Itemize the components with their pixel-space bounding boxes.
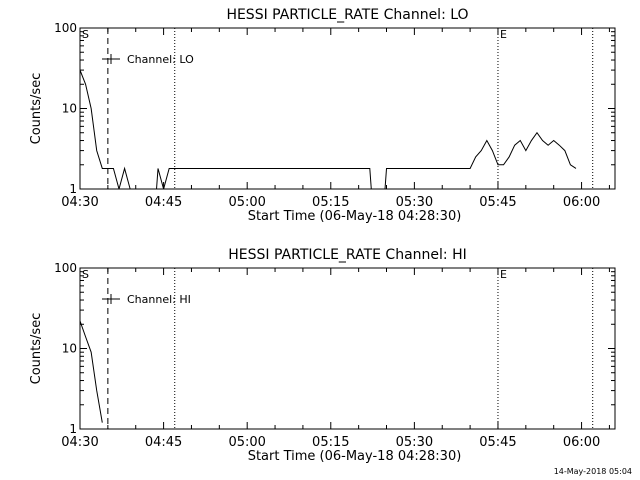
footer-timestamp: 14-May-2018 05:04 [553, 467, 632, 476]
y-axis-label: Counts/sec [29, 73, 44, 145]
x-tick-label: 05:45 [479, 195, 516, 210]
y-axis-label: Counts/sec [29, 313, 44, 385]
x-tick-label: 04:45 [145, 195, 182, 210]
legend-label: Channel: LO [127, 53, 194, 66]
chart-panel-1: HESSI PARTICLE_RATE Channel: LO 1 10 100 04:… [29, 7, 616, 224]
chart-panel-2: HESSI PARTICLE_RATE Channel: HI 1 10 100 04:… [29, 247, 616, 464]
series-line [80, 320, 103, 423]
x-tick-label: 05:45 [479, 435, 516, 450]
legend-label: Channel: HI [127, 293, 191, 306]
x-tick-label: 05:30 [396, 195, 433, 210]
x-tick-label: 05:30 [396, 435, 433, 450]
y-tick-label: 10 [62, 342, 77, 356]
event-marker-label: E [500, 28, 507, 41]
x-tick-label: 05:15 [312, 435, 349, 450]
y-tick-label: 1 [69, 182, 77, 196]
y-tick-label: 100 [54, 21, 77, 35]
x-axis-label: Start Time (06-May-18 04:28:30) [248, 449, 462, 464]
x-tick-label: 05:00 [228, 435, 265, 450]
x-tick-label: 05:00 [228, 195, 265, 210]
x-tick-label: 06:00 [563, 195, 600, 210]
x-tick-label: 05:15 [312, 195, 349, 210]
chart-title: HESSI PARTICLE_RATE Channel: HI [228, 247, 466, 263]
chart-title: HESSI PARTICLE_RATE Channel: LO [226, 7, 468, 23]
event-marker-label: S [82, 268, 89, 281]
x-tick-label: 04:30 [61, 195, 98, 210]
x-axis-label: Start Time (06-May-18 04:28:30) [248, 209, 462, 224]
x-tick-label: 04:45 [145, 435, 182, 450]
event-marker-label: E [500, 268, 507, 281]
y-tick-label: 100 [54, 261, 77, 275]
event-marker-label: S [82, 28, 89, 41]
y-tick-label: 10 [62, 102, 77, 116]
series-line [80, 69, 577, 189]
x-tick-label: 06:00 [563, 435, 600, 450]
y-tick-label: 1 [69, 422, 77, 436]
x-tick-label: 04:30 [61, 435, 98, 450]
